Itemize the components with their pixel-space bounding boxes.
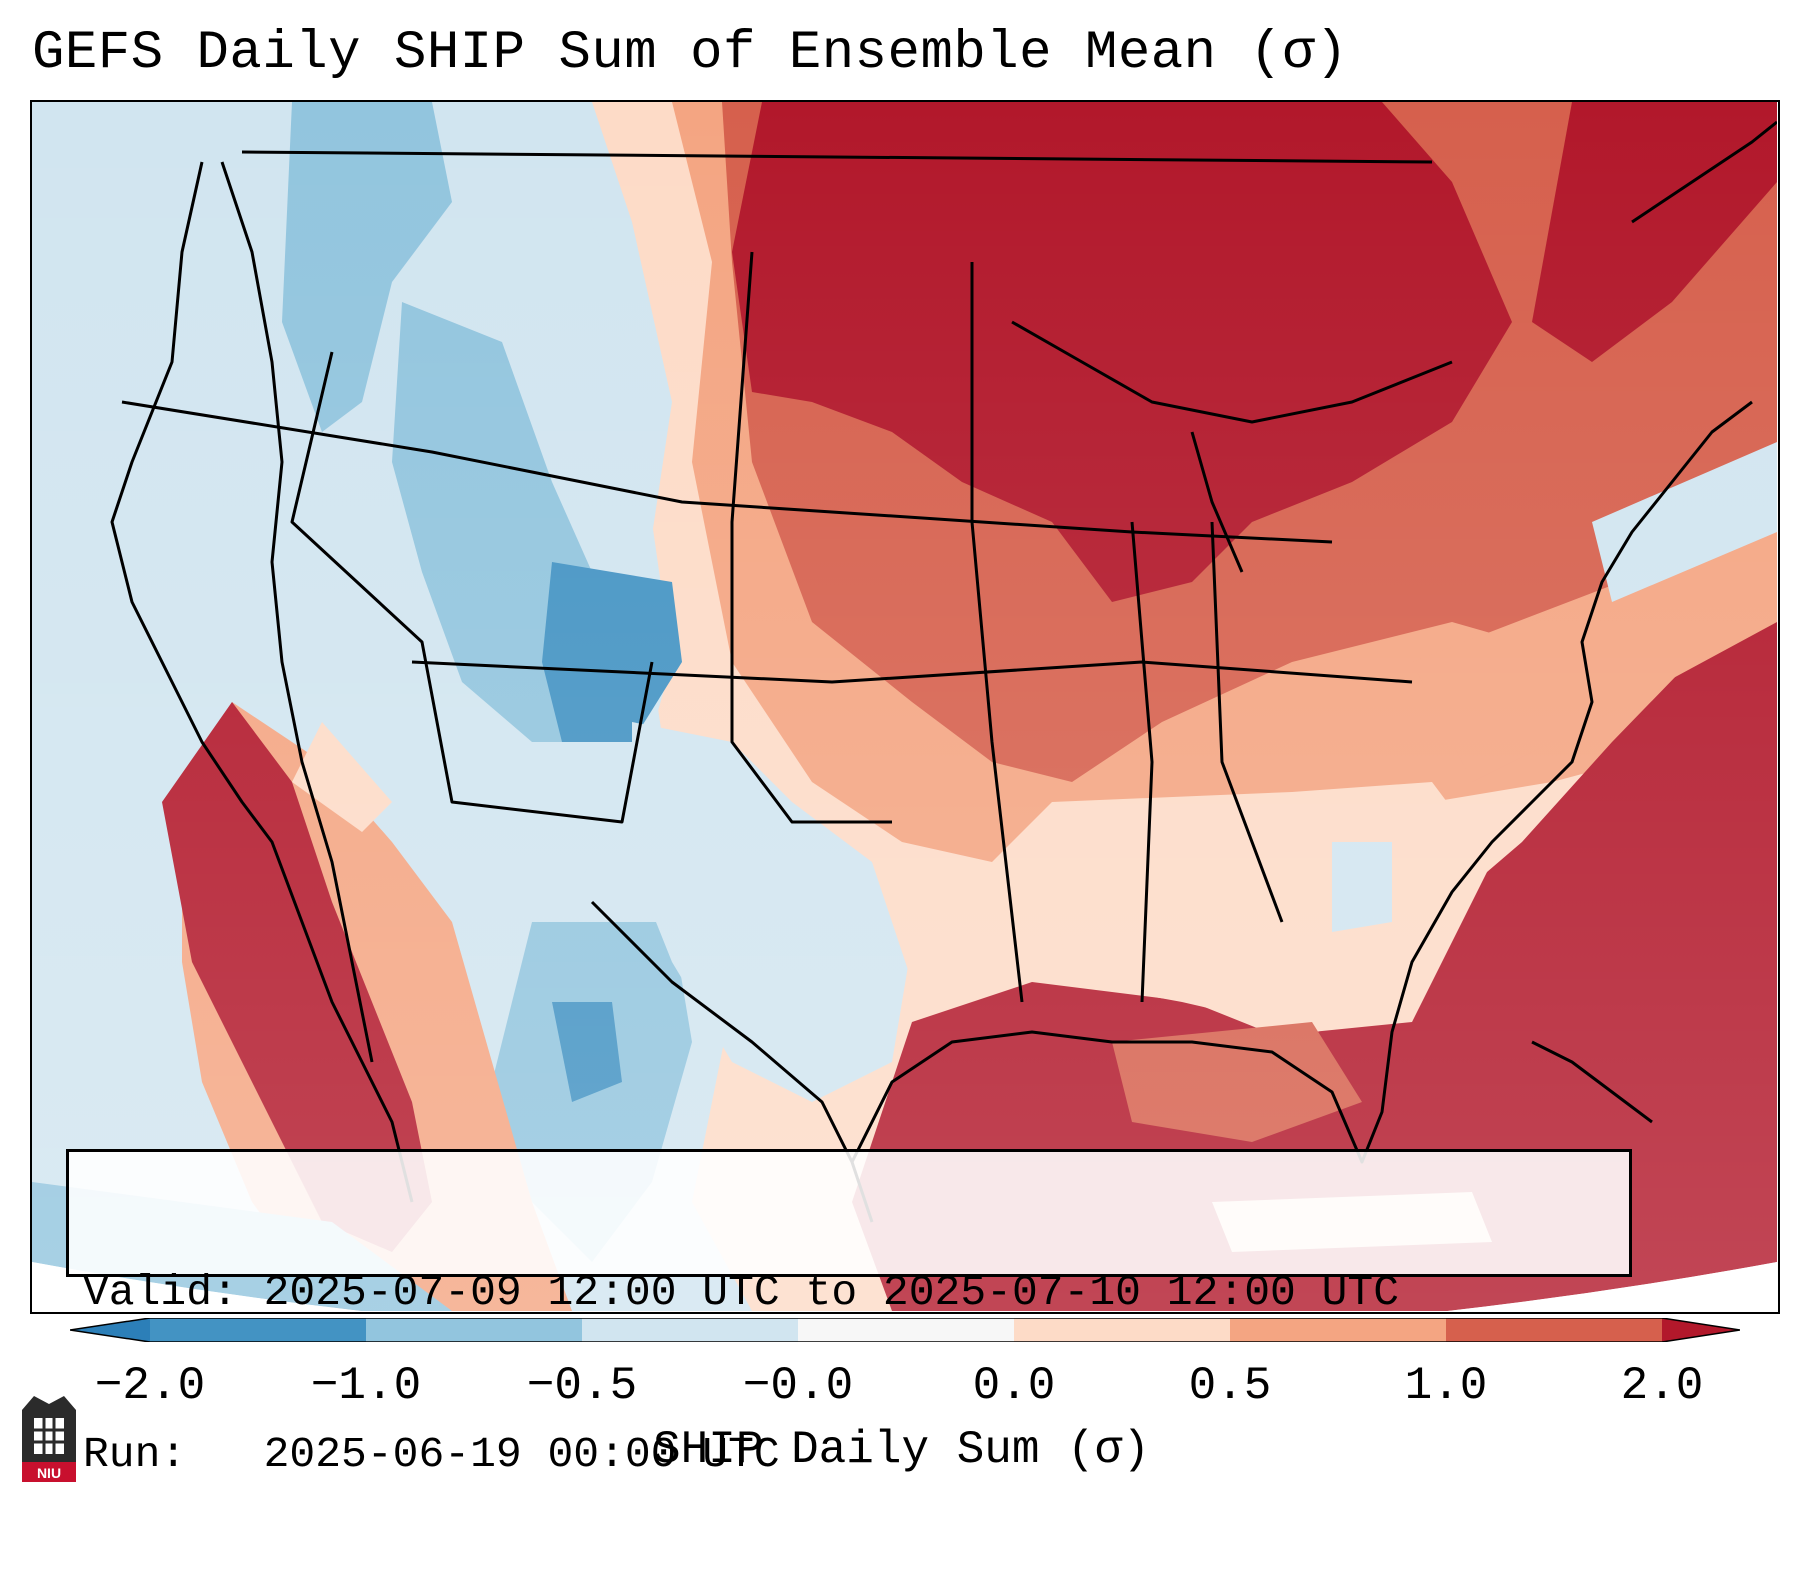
state-line-g	[1210, 521, 1284, 923]
baja-coast	[220, 161, 374, 1063]
colorbar-bin-4	[798, 1318, 1014, 1342]
logo-band	[22, 1462, 76, 1482]
logo-window-grid	[34, 1418, 64, 1454]
figure: GEFS Daily SHIP Sum of Ensemble Mean (σ)	[22, 23, 1780, 1482]
colorbar-bin-7	[1446, 1318, 1662, 1342]
colorbar-tick-label: 0.0	[972, 1360, 1056, 1412]
state-line-e	[970, 262, 1024, 1003]
shade-overlay	[32, 102, 1777, 1311]
map-outlines	[110, 120, 1777, 1223]
colorbar-tick-label: 0.5	[1188, 1360, 1272, 1412]
colorbar-tick-label: −0.5	[526, 1360, 638, 1412]
canada-border	[241, 150, 1433, 164]
great-lakes-shore	[1011, 320, 1453, 424]
colorbar-tick-label: −2.0	[94, 1360, 206, 1412]
shaded-field	[32, 102, 1777, 1311]
lake-michigan-shore	[1190, 431, 1244, 573]
niu-logo: NIU	[22, 1396, 76, 1482]
map-panel	[30, 100, 1780, 1314]
bahamas-shore	[1531, 1040, 1653, 1124]
state-line-f	[1130, 521, 1154, 1003]
maritime-coast	[1631, 120, 1777, 224]
colorbar-bin-6	[1230, 1318, 1446, 1342]
colorbar-bin-1	[150, 1318, 366, 1342]
colorbar	[70, 1318, 1740, 1342]
valid-time-text: Valid: 2025-07-09 12:00 UTC to 2025-07-1…	[83, 1268, 1400, 1317]
anomaly-map	[32, 102, 1777, 1311]
colorbar-bin-2	[366, 1318, 582, 1342]
logo-window	[34, 1418, 64, 1454]
colorbar-tick-label: 1.0	[1404, 1360, 1488, 1412]
colorbar-tick-label: 2.0	[1620, 1360, 1704, 1412]
colorbar-bin-3	[582, 1318, 798, 1342]
state-line-a	[121, 400, 1333, 544]
colorbar-extend-low	[70, 1318, 150, 1342]
state-line-c	[290, 351, 654, 824]
validity-box: Valid: 2025-07-09 12:00 UTC to 2025-07-1…	[66, 1149, 1632, 1479]
off-globe-area	[32, 1262, 1777, 1311]
colorbar-bin-5	[1014, 1318, 1230, 1342]
colorbar-extend-high	[1662, 1318, 1740, 1342]
logo-text: NIU	[37, 1465, 61, 1481]
gulf-atlantic-coastline	[850, 400, 1753, 1164]
pacific-coastline	[110, 161, 414, 1203]
figure-title: GEFS Daily SHIP Sum of Ensemble Mean (σ)	[32, 23, 1349, 84]
colorbar-label: SHIP Daily Sum (σ)	[653, 1424, 1150, 1476]
run-time-text: Run: 2025-06-19 00:00 UTC	[83, 1430, 780, 1479]
state-line-d	[730, 251, 892, 824]
colorbar-tick-label: −1.0	[310, 1360, 422, 1412]
colorbar-tick-label: −0.0	[742, 1360, 854, 1412]
